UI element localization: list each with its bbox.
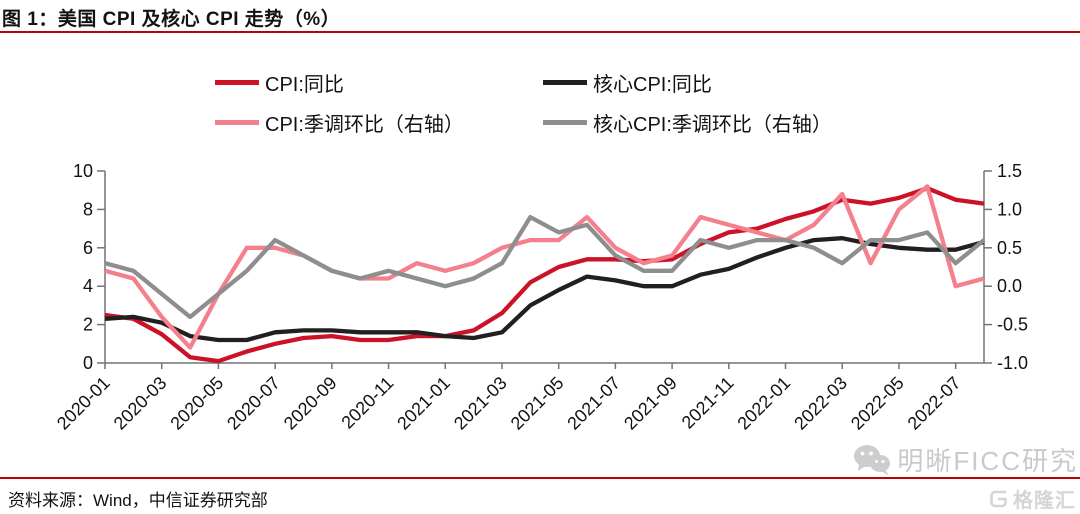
x-axis-tick-label: 2020-07 bbox=[223, 373, 284, 434]
x-axis-tick-label: 2020-09 bbox=[280, 373, 341, 434]
wechat-watermark-text: 明晰FICC研究 bbox=[897, 446, 1078, 476]
series-line-1 bbox=[104, 236, 985, 343]
legend-label: 核心CPI:同比 bbox=[593, 73, 712, 96]
title-divider-line bbox=[0, 31, 1080, 33]
chart-canvas: 10864201.51.00.50.0-0.5-1.02020-012020-0… bbox=[53, 161, 1028, 434]
legend-item-core-cpi-yoy: 核心CPI:同比 bbox=[543, 69, 832, 96]
legend-swatch-red bbox=[215, 79, 259, 85]
chart-legend: CPI:同比 核心CPI:同比 CPI:季调环比（右轴） 核心CPI:季调环比（… bbox=[215, 69, 832, 136]
x-axis-tick-label: 2022-07 bbox=[904, 373, 965, 434]
cpi-line-chart: 10 8 6 4 2 0 1.5 1.0 0.5 0.0 -0.5 -1.0 2020-01 2020-0… bbox=[0, 140, 1080, 470]
right-axis-tick-label: 0.5 bbox=[997, 238, 1022, 258]
legend-item-cpi-yoy: CPI:同比 bbox=[215, 69, 543, 96]
figure-title: 图 1：美国 CPI 及核心 CPI 走势（%） bbox=[2, 9, 341, 30]
right-axis-tick-label: 1.5 bbox=[997, 161, 1022, 181]
gelonghui-icon bbox=[990, 490, 1007, 507]
x-axis-tick-label: 2022-01 bbox=[733, 373, 794, 434]
x-axis-tick-label: 2021-03 bbox=[450, 373, 511, 434]
legend-swatch-pink bbox=[215, 119, 259, 125]
x-axis-tick-label: 2020-11 bbox=[337, 373, 397, 433]
x-axis-tick-label: 2020-01 bbox=[53, 373, 114, 434]
data-source-note: 资料来源：Wind，中信证券研究部 bbox=[8, 491, 268, 510]
legend-item-cpi-mom: CPI:季调环比（右轴） bbox=[215, 109, 543, 136]
left-axis-tick-label: 0 bbox=[83, 353, 93, 373]
legend-swatch-gray bbox=[543, 119, 587, 125]
left-axis-tick-label: 10 bbox=[73, 161, 93, 181]
left-axis-tick-label: 8 bbox=[83, 199, 93, 219]
x-axis-tick-label: 2021-09 bbox=[620, 373, 681, 434]
legend-item-core-cpi-mom: 核心CPI:季调环比（右轴） bbox=[543, 109, 832, 136]
left-axis-tick-label: 4 bbox=[83, 276, 93, 296]
x-axis-tick-label: 2020-05 bbox=[166, 373, 227, 434]
right-axis-tick-label: 0.0 bbox=[997, 276, 1022, 296]
wechat-icon bbox=[854, 444, 891, 475]
right-axis-tick-label: -1.0 bbox=[997, 353, 1028, 373]
wechat-watermark: 明晰FICC研究 bbox=[853, 441, 1078, 478]
gelonghui-logo: 格隆汇 bbox=[989, 484, 1076, 513]
left-axis-tick-label: 2 bbox=[83, 315, 93, 335]
left-axis-tick-label: 6 bbox=[83, 238, 93, 258]
x-axis-tick-label: 2021-01 bbox=[393, 373, 454, 434]
x-axis-tick-label: 2021-07 bbox=[563, 373, 624, 434]
legend-label: CPI:季调环比（右轴） bbox=[265, 113, 464, 136]
legend-label: 核心CPI:季调环比（右轴） bbox=[593, 113, 832, 136]
series-line-3 bbox=[104, 214, 986, 320]
footer-divider-line bbox=[0, 477, 1080, 479]
series-line-2 bbox=[104, 184, 985, 350]
legend-label: CPI:同比 bbox=[265, 73, 344, 96]
x-axis-tick-label: 2022-05 bbox=[847, 373, 908, 434]
x-axis-tick-label: 2020-03 bbox=[110, 373, 171, 434]
gelonghui-logo-text: 格隆汇 bbox=[1013, 490, 1076, 512]
right-axis-tick-label: 1.0 bbox=[997, 199, 1022, 219]
right-axis-tick-label: -0.5 bbox=[997, 315, 1028, 335]
legend-swatch-black bbox=[543, 79, 587, 85]
x-axis-tick-label: 2022-03 bbox=[790, 373, 851, 434]
x-axis-tick-label: 2021-05 bbox=[507, 373, 568, 434]
x-axis-tick-label: 2021-11 bbox=[678, 373, 738, 433]
